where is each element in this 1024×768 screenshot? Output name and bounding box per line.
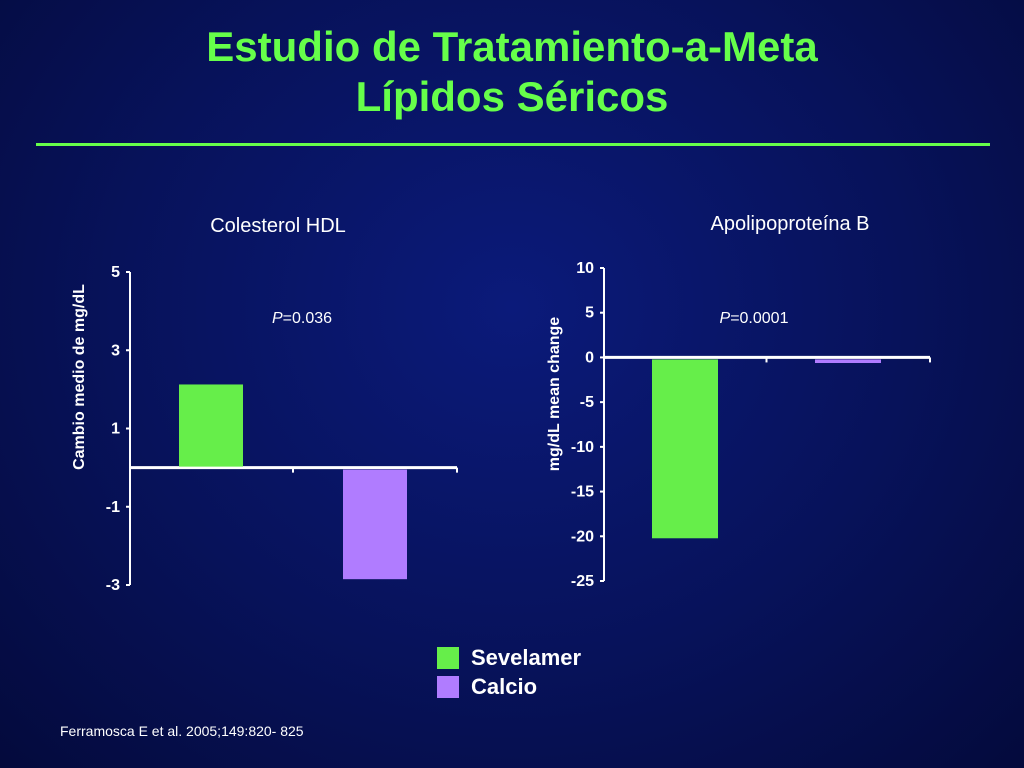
- legend-label-calcio: Calcio: [471, 673, 538, 699]
- y-tick-label: 3: [111, 342, 120, 359]
- y-tick-label: -20: [571, 528, 594, 545]
- y-axis-label: mg/dL mean change: [546, 317, 563, 472]
- y-tick-label: -3: [106, 577, 120, 594]
- bar-calcio: [343, 469, 407, 580]
- y-tick-label: 5: [111, 264, 120, 281]
- slide-title: Estudio de Tratamiento-a-Meta Lípidos Sé…: [0, 22, 1024, 122]
- chart-title: Colesterol HDL: [210, 215, 346, 237]
- y-tick-label: -5: [580, 394, 594, 411]
- bar-sevelamer: [179, 384, 243, 467]
- y-tick-label: 0: [585, 349, 594, 366]
- p-value-annotation: P=0.036: [272, 310, 332, 327]
- p-value-annotation: P=0.0001: [720, 310, 789, 327]
- bar-sevelamer: [652, 359, 718, 539]
- p-value-text: =0.036: [283, 310, 332, 327]
- y-tick-label: -10: [571, 439, 594, 456]
- title-line-2: Lípidos Séricos: [355, 73, 669, 120]
- legend-label-sevelamer: Sevelamer: [471, 644, 582, 670]
- y-axis-label: Cambio medio de mg/dL: [71, 284, 88, 470]
- p-value-text: =0.0001: [730, 310, 788, 327]
- chart-title: Apolipoproteína B: [710, 213, 869, 235]
- title-line-1: Estudio de Tratamiento-a-Meta: [206, 23, 818, 70]
- y-tick-label: 10: [576, 260, 594, 277]
- legend-swatch-sevelamer: [437, 646, 459, 669]
- y-tick-label: 5: [585, 305, 594, 322]
- p-value-symbol: P: [720, 310, 731, 327]
- legend-item-calcio: Calcio: [437, 672, 581, 701]
- y-tick-label: -1: [106, 499, 120, 516]
- citation: Ferramosca E et al. 2005;149:820- 825: [60, 723, 304, 739]
- title-divider: [36, 143, 990, 146]
- legend: Sevelamer Calcio: [437, 643, 581, 701]
- legend-swatch-calcio: [437, 675, 459, 698]
- legend-item-sevelamer: Sevelamer: [437, 643, 581, 672]
- y-tick-label: -15: [571, 484, 594, 501]
- y-tick-label: -25: [571, 573, 594, 590]
- p-value-symbol: P: [272, 310, 283, 327]
- bar-calcio: [815, 359, 881, 364]
- y-tick-label: 1: [111, 421, 120, 438]
